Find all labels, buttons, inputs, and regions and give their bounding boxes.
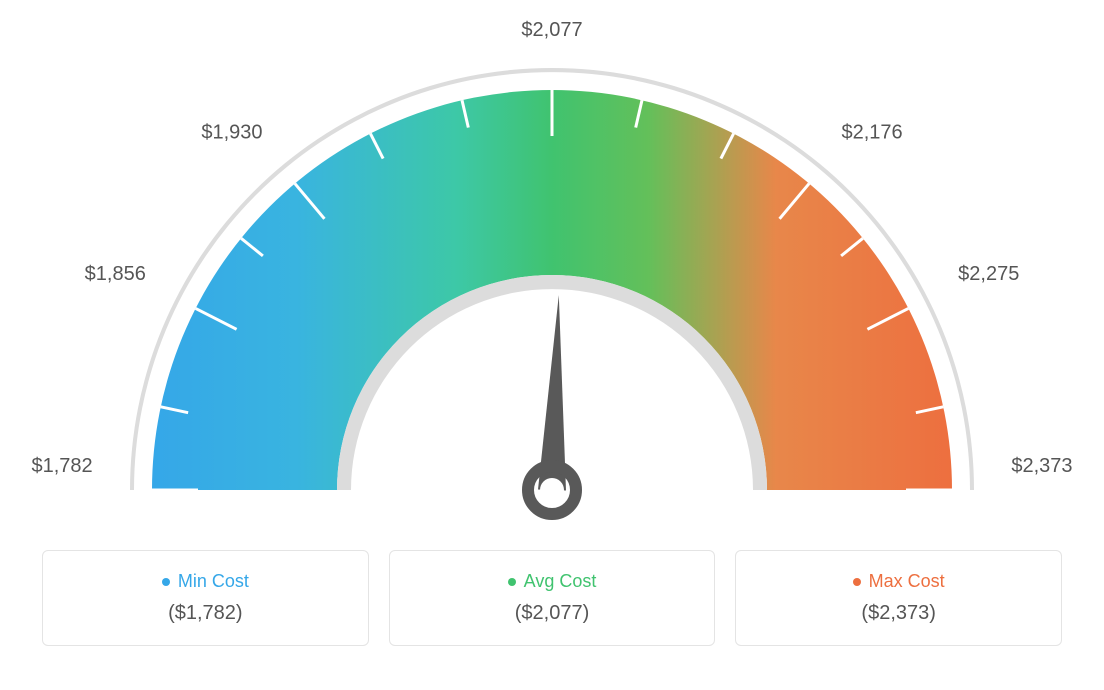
legend-label-text: Max Cost — [869, 571, 945, 592]
gauge-tick-label: $2,275 — [958, 263, 1019, 285]
legend-value-max: ($2,373) — [746, 602, 1051, 625]
legend-row: Min Cost ($1,782) Avg Cost ($2,077) Max … — [42, 550, 1062, 646]
legend-value-avg: ($2,077) — [400, 602, 705, 625]
legend-label-text: Avg Cost — [524, 571, 597, 592]
legend-label-max: Max Cost — [746, 571, 1051, 592]
legend-label-min: Min Cost — [53, 571, 358, 592]
legend-label-avg: Avg Cost — [400, 571, 705, 592]
gauge-tick-label: $1,930 — [201, 122, 262, 144]
gauge-tick-label: $1,856 — [85, 263, 146, 285]
gauge-tick-label: $2,373 — [1011, 455, 1072, 477]
bullet-icon — [508, 578, 516, 586]
cost-gauge-chart: $1,782 $1,856 $1,930 $2,077 $2,176 $2,275 $2,3… — [22, 20, 1082, 540]
gauge-svg: $1,782 $1,856 $1,930 $2,077 $2,176 $2,275 $2,3… — [22, 20, 1082, 540]
gauge-tick-label: $2,077 — [521, 20, 582, 41]
bullet-icon — [853, 578, 861, 586]
legend-card-max: Max Cost ($2,373) — [735, 550, 1062, 646]
gauge-tick-label: $1,782 — [31, 455, 92, 477]
bullet-icon — [162, 578, 170, 586]
legend-card-min: Min Cost ($1,782) — [42, 550, 369, 646]
legend-value-min: ($1,782) — [53, 602, 358, 625]
gauge-tick-label: $2,176 — [841, 122, 902, 144]
legend-label-text: Min Cost — [178, 571, 249, 592]
legend-card-avg: Avg Cost ($2,077) — [389, 550, 716, 646]
